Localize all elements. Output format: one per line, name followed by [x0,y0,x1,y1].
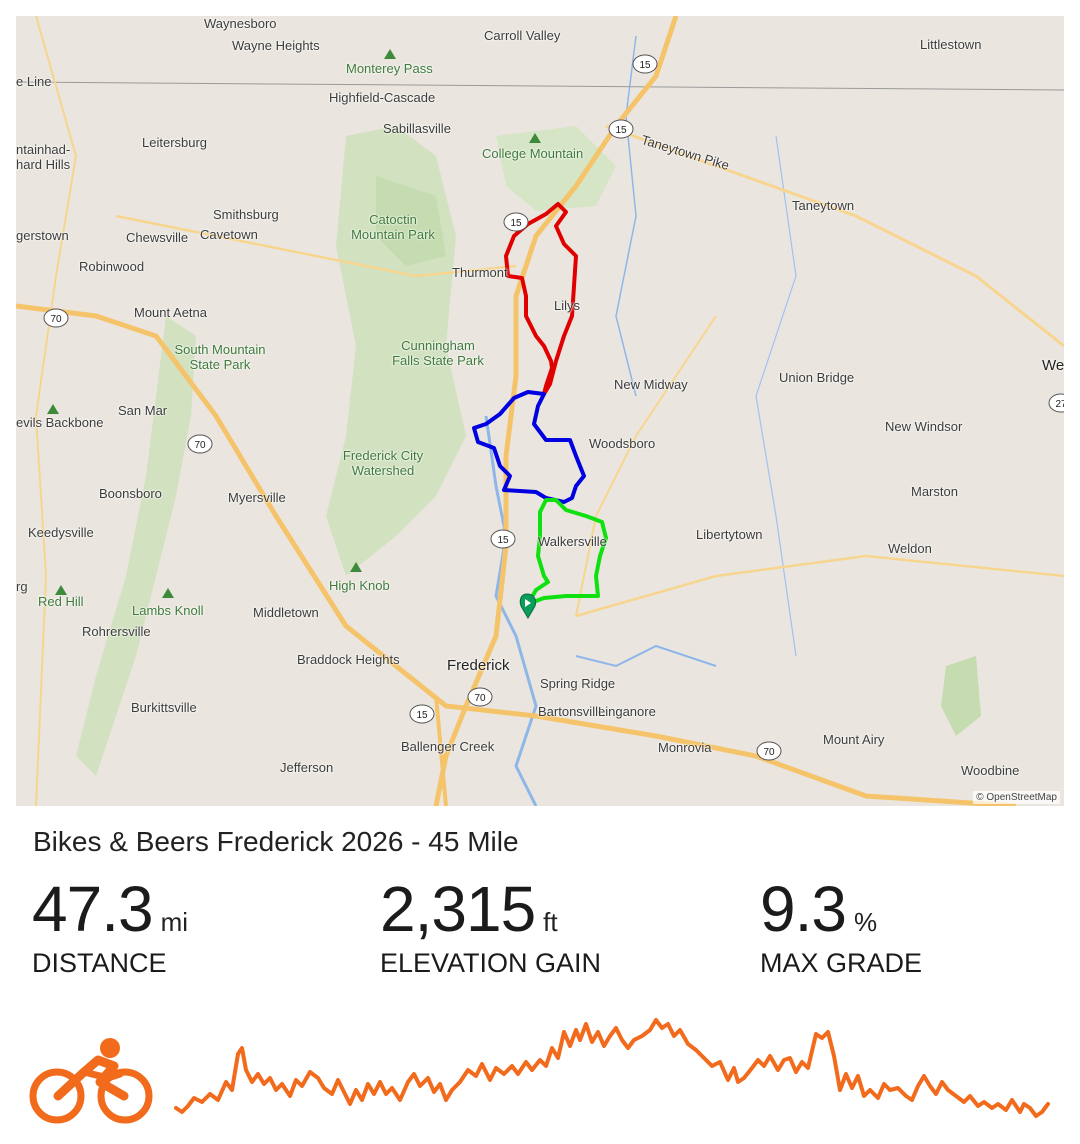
place-label: Braddock Heights [297,652,400,667]
place-label: New Midway [614,377,688,392]
svg-text:70: 70 [50,314,62,325]
place-label: Frederick City Watershed [342,448,424,478]
place-label: rg [16,579,28,594]
place-label: hard Hills [16,157,71,172]
place-label: Linganore [598,704,656,719]
grade-value: 9.3 [760,873,847,945]
place-label: Woodsboro [589,436,656,451]
place-label: Smithsburg [213,207,279,222]
place-label: New Windsor [885,419,963,434]
svg-text:15: 15 [416,710,428,721]
place-label: Frederick [447,657,510,674]
place-label: Taneytown [792,198,855,213]
place-label: Leitersburg [142,135,208,150]
place-label: Bartonsville [538,704,606,719]
place-label: Burkittsville [131,700,197,715]
distance-stat: 47.3 mi DISTANCE [32,872,188,978]
distance-label: DISTANCE [32,948,167,978]
grade-unit: % [853,907,878,937]
place-label: Lilys [554,298,581,313]
place-label: Mount Airy [823,732,885,747]
place-label: Monrovia [658,740,712,755]
place-label: Robinwood [79,259,145,274]
place-label: Lambs Knoll [132,603,204,618]
place-label: Catoctin Mountain Park [351,212,435,242]
place-label: Cunningham Falls State Park [392,338,484,368]
place-label: Jefferson [280,760,334,775]
map-base: 15 15 15 15 15 70 70 70 70 27 [16,16,1064,806]
place-label: Wayne Heights [232,38,320,53]
place-label: Weldon [888,541,932,556]
route-title: Bikes & Beers Frederick 2026 - 45 Mile [33,826,519,857]
place-label: Union Bridge [779,370,855,385]
place-label: Myersville [228,490,286,505]
svg-text:70: 70 [474,693,486,704]
place-label: Keedysville [28,525,94,540]
place-label: Middletown [253,605,319,620]
elevation-profile-line [174,1018,1050,1118]
svg-text:15: 15 [497,535,509,546]
place-label: Red Hill [38,594,84,609]
place-label: e Line [16,74,52,89]
place-label: Marston [911,484,958,499]
map-attribution[interactable]: © OpenStreetMap [973,791,1060,804]
start-marker-icon[interactable] [519,593,537,619]
place-label: Mount Aetna [134,305,207,320]
place-label: Woodbine [961,763,1020,778]
grade-label: MAX GRADE [760,948,923,978]
distance-unit: mi [160,907,188,937]
place-label: Monterey Pass [346,61,433,76]
place-label: Libertytown [696,527,763,542]
svg-text:15: 15 [639,60,651,71]
distance-value: 47.3 [32,873,154,945]
place-label: We [1042,357,1064,374]
place-label: Waynesboro [204,16,277,31]
place-label: Littlestown [920,37,982,52]
place-label: Thurmont [452,265,508,280]
grade-stat: 9.3% MAX GRADE [760,872,922,978]
place-label: San Mar [118,403,168,418]
place-label: Carroll Valley [484,28,561,43]
place-label: Ballenger Creek [401,739,495,754]
svg-text:15: 15 [510,218,522,229]
place-label: Spring Ridge [540,676,616,691]
place-label: ntainhad- [16,142,71,157]
svg-text:70: 70 [194,440,206,451]
cyclist-icon [29,1038,153,1124]
elevation-label: ELEVATION GAIN [380,948,602,978]
place-label: Cavetown [200,227,258,242]
elevation-unit: ft [543,907,558,937]
place-label: Boonsboro [99,486,162,501]
svg-text:27: 27 [1055,399,1064,410]
svg-text:15: 15 [615,125,627,136]
place-label: South Mountain State Park [174,342,266,372]
place-label: Highfield-Cascade [329,90,436,105]
place-label: Rohrersville [82,624,151,639]
route-map[interactable]: 15 15 15 15 15 70 70 70 70 27 Waynesboro Wayne… [16,16,1064,806]
elevation-value: 2,315 [380,873,536,945]
place-label: evils Backbone [16,415,104,430]
elevation-profile [174,1018,1050,1118]
place-label: High Knob [329,578,390,593]
elevation-stat: 2,315 ft ELEVATION GAIN [380,872,601,978]
svg-text:70: 70 [763,747,775,758]
place-label: Chewsville [126,230,189,245]
place-label: gerstown [16,228,69,243]
place-label: Walkersville [538,534,607,549]
place-label: Sabillasville [383,121,451,136]
place-label: College Mountain [482,146,584,161]
